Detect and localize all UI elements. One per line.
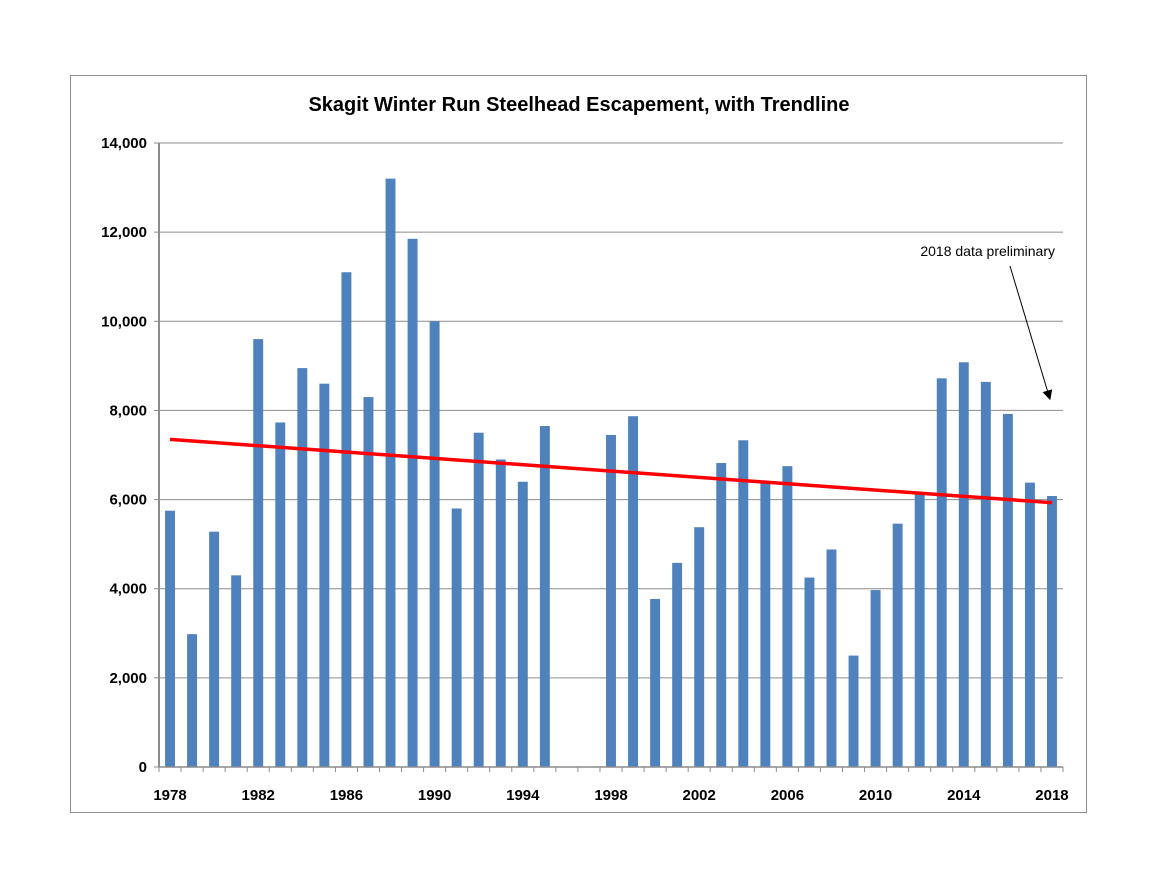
x-tick-label: 2010 bbox=[859, 787, 892, 804]
bar bbox=[914, 493, 925, 767]
annotation-group: 2018 data preliminary bbox=[920, 243, 1055, 401]
bar bbox=[341, 272, 352, 767]
bar bbox=[936, 378, 947, 767]
x-tick-label: 2018 bbox=[1035, 787, 1068, 804]
bar bbox=[606, 434, 616, 767]
y-tick-label: 10,000 bbox=[101, 313, 147, 330]
bar bbox=[297, 368, 308, 767]
bar bbox=[980, 381, 991, 767]
y-tick-label: 8,000 bbox=[109, 402, 147, 419]
chart-frame: Skagit Winter Run Steelhead Escapement, … bbox=[70, 75, 1087, 813]
x-tick-label: 1986 bbox=[330, 787, 363, 804]
y-tick-label: 6,000 bbox=[109, 492, 147, 509]
trendline-group bbox=[169, 437, 1053, 505]
bar bbox=[407, 238, 418, 768]
bar bbox=[231, 575, 242, 767]
bar bbox=[253, 339, 264, 767]
axes bbox=[158, 143, 1064, 772]
bar bbox=[892, 523, 903, 767]
bar bbox=[363, 397, 374, 767]
bar bbox=[1002, 413, 1013, 767]
x-tick-label: 2014 bbox=[947, 787, 981, 804]
bar bbox=[275, 422, 286, 767]
bar bbox=[672, 562, 683, 767]
y-tick-label: 12,000 bbox=[101, 224, 147, 241]
bar bbox=[716, 463, 727, 767]
bar bbox=[826, 549, 837, 767]
bar bbox=[848, 655, 859, 767]
bar bbox=[738, 440, 749, 767]
bar bbox=[165, 510, 175, 767]
x-tick-labels: 1978 1982 1986 1990 1994 1998 2002 2006 2010 2014… bbox=[153, 787, 1068, 804]
bar bbox=[451, 508, 462, 767]
bar bbox=[760, 482, 771, 767]
y-tick-labels: 0 2,000 4,000 6,000 8,000 10,000 12,000 14,000 bbox=[101, 135, 147, 776]
chart-title: Skagit Winter Run Steelhead Escapement, … bbox=[308, 94, 849, 116]
x-tick-label: 2002 bbox=[683, 787, 716, 804]
bar bbox=[473, 432, 484, 767]
bar bbox=[539, 426, 550, 767]
bar bbox=[650, 598, 661, 767]
x-tick-label: 1990 bbox=[418, 787, 451, 804]
x-tick-label: 1998 bbox=[594, 787, 627, 804]
bar bbox=[958, 362, 969, 767]
bar bbox=[517, 481, 528, 767]
bars bbox=[165, 178, 1057, 768]
bar bbox=[385, 178, 396, 768]
annotation-arrow bbox=[1009, 265, 1053, 401]
bar bbox=[870, 590, 881, 767]
x-tick-label: 1982 bbox=[242, 787, 275, 804]
y-tick-label: 14,000 bbox=[101, 135, 147, 152]
y-tick-label: 0 bbox=[139, 759, 147, 776]
bar bbox=[209, 531, 220, 767]
bar bbox=[628, 416, 639, 767]
y-tick-label: 2,000 bbox=[109, 670, 147, 687]
annotation-text: 2018 data preliminary bbox=[920, 243, 1055, 259]
x-tick-label: 1994 bbox=[506, 787, 540, 804]
trendline bbox=[169, 437, 1053, 505]
bar bbox=[495, 459, 506, 767]
bar bbox=[1024, 482, 1035, 767]
bar bbox=[319, 383, 330, 767]
bar bbox=[1047, 496, 1057, 767]
bar bbox=[429, 321, 440, 767]
y-tick-label: 4,000 bbox=[109, 581, 147, 598]
bar bbox=[694, 527, 705, 767]
x-tick-label: 1978 bbox=[153, 787, 186, 804]
bar bbox=[804, 577, 815, 767]
bar bbox=[782, 466, 793, 767]
x-tick-label: 2006 bbox=[771, 787, 804, 804]
chart-svg: Skagit Winter Run Steelhead Escapement, … bbox=[101, 94, 1069, 804]
bar bbox=[187, 634, 198, 767]
